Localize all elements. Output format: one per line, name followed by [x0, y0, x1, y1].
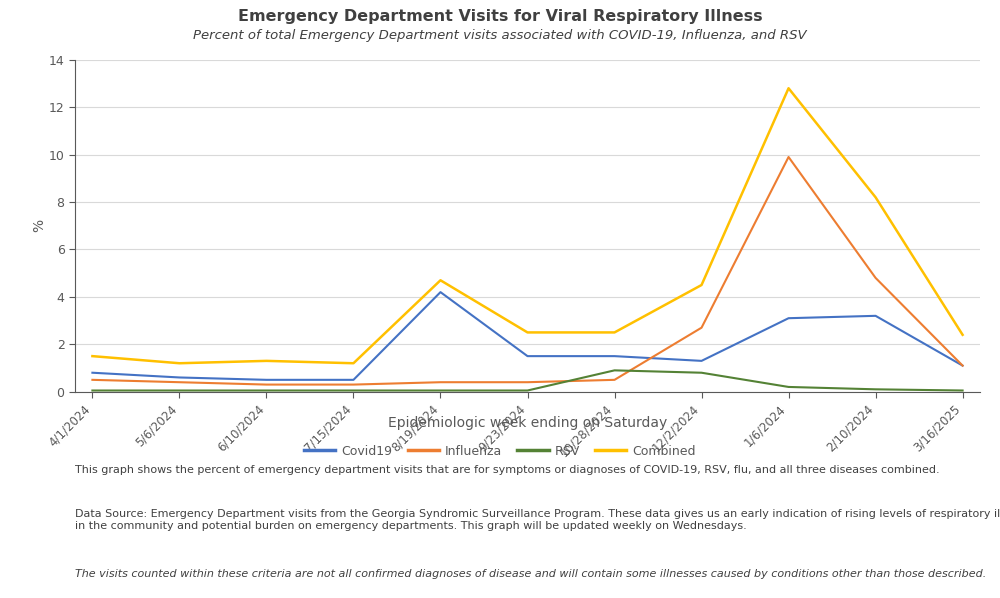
RSV [86, 387, 98, 394]
Combined [696, 282, 708, 289]
Influenza [173, 379, 185, 386]
RSV [696, 369, 708, 376]
RSV [609, 367, 621, 374]
Combined [347, 359, 359, 367]
Influenza [434, 379, 446, 386]
Combined [609, 329, 621, 336]
Combined [86, 353, 98, 360]
Covid19 [783, 315, 795, 322]
RSV [783, 383, 795, 390]
Text: This graph shows the percent of emergency department visits that are for symptom: This graph shows the percent of emergenc… [75, 465, 940, 475]
Covid19 [86, 369, 98, 376]
Combined [522, 329, 534, 336]
RSV [347, 387, 359, 394]
Combined [434, 277, 446, 284]
Influenza [347, 381, 359, 388]
Influenza [957, 362, 969, 369]
Line: Influenza: Influenza [92, 157, 963, 385]
RSV [260, 387, 272, 394]
Combined [870, 194, 882, 201]
Covid19 [957, 362, 969, 369]
Combined [173, 359, 185, 367]
Influenza [609, 376, 621, 383]
Influenza [870, 274, 882, 282]
Influenza [696, 324, 708, 331]
Combined [957, 331, 969, 338]
Line: Covid19: Covid19 [92, 292, 963, 380]
Covid19 [260, 376, 272, 383]
Text: The visits counted within these criteria are not all confirmed diagnoses of dise: The visits counted within these criteria… [75, 569, 986, 579]
Covid19 [609, 353, 621, 360]
Text: Emergency Department Visits for Viral Respiratory Illness: Emergency Department Visits for Viral Re… [238, 9, 762, 24]
Text: Percent of total Emergency Department visits associated with COVID-19, Influenza: Percent of total Emergency Department vi… [193, 29, 807, 42]
RSV [957, 387, 969, 394]
Covid19 [696, 357, 708, 364]
Covid19 [347, 376, 359, 383]
Y-axis label: %: % [32, 219, 46, 232]
Combined [783, 85, 795, 92]
Text: Epidemiologic week ending on Saturday: Epidemiologic week ending on Saturday [388, 416, 668, 429]
Legend: Covid19, Influenza, RSV, Combined: Covid19, Influenza, RSV, Combined [299, 440, 701, 463]
Covid19 [434, 289, 446, 296]
Influenza [522, 379, 534, 386]
Influenza [783, 154, 795, 161]
RSV [522, 387, 534, 394]
Line: RSV: RSV [92, 370, 963, 390]
Influenza [260, 381, 272, 388]
RSV [434, 387, 446, 394]
Text: Data Source: Emergency Department visits from the Georgia Syndromic Surveillance: Data Source: Emergency Department visits… [75, 509, 1000, 531]
RSV [870, 386, 882, 393]
Influenza [86, 376, 98, 383]
Covid19 [870, 312, 882, 319]
Covid19 [522, 353, 534, 360]
Line: Combined: Combined [92, 89, 963, 363]
Combined [260, 357, 272, 364]
RSV [173, 387, 185, 394]
Covid19 [173, 374, 185, 381]
